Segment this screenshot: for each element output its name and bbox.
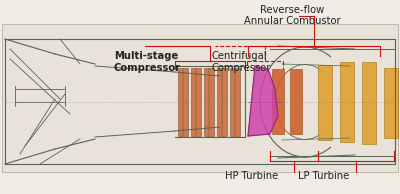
Bar bbox=[362, 62, 376, 144]
Text: LP Turbine: LP Turbine bbox=[298, 171, 350, 181]
Bar bbox=[217, 68, 227, 136]
Bar bbox=[2, 24, 398, 172]
Bar bbox=[191, 68, 201, 136]
Text: HP Turbine: HP Turbine bbox=[225, 171, 279, 181]
Bar bbox=[230, 68, 240, 136]
Bar bbox=[290, 69, 302, 134]
Bar bbox=[272, 69, 284, 134]
Bar bbox=[204, 68, 214, 136]
Bar bbox=[340, 62, 354, 142]
Bar bbox=[384, 68, 398, 138]
Bar bbox=[178, 68, 188, 136]
Text: Centrifugal
Compressor: Centrifugal Compressor bbox=[212, 51, 271, 73]
Text: Multi-stage
Compressor: Multi-stage Compressor bbox=[114, 51, 181, 73]
Polygon shape bbox=[248, 66, 278, 136]
Text: Reverse-flow
Annular Combustor: Reverse-flow Annular Combustor bbox=[244, 5, 340, 26]
Bar bbox=[318, 65, 332, 140]
